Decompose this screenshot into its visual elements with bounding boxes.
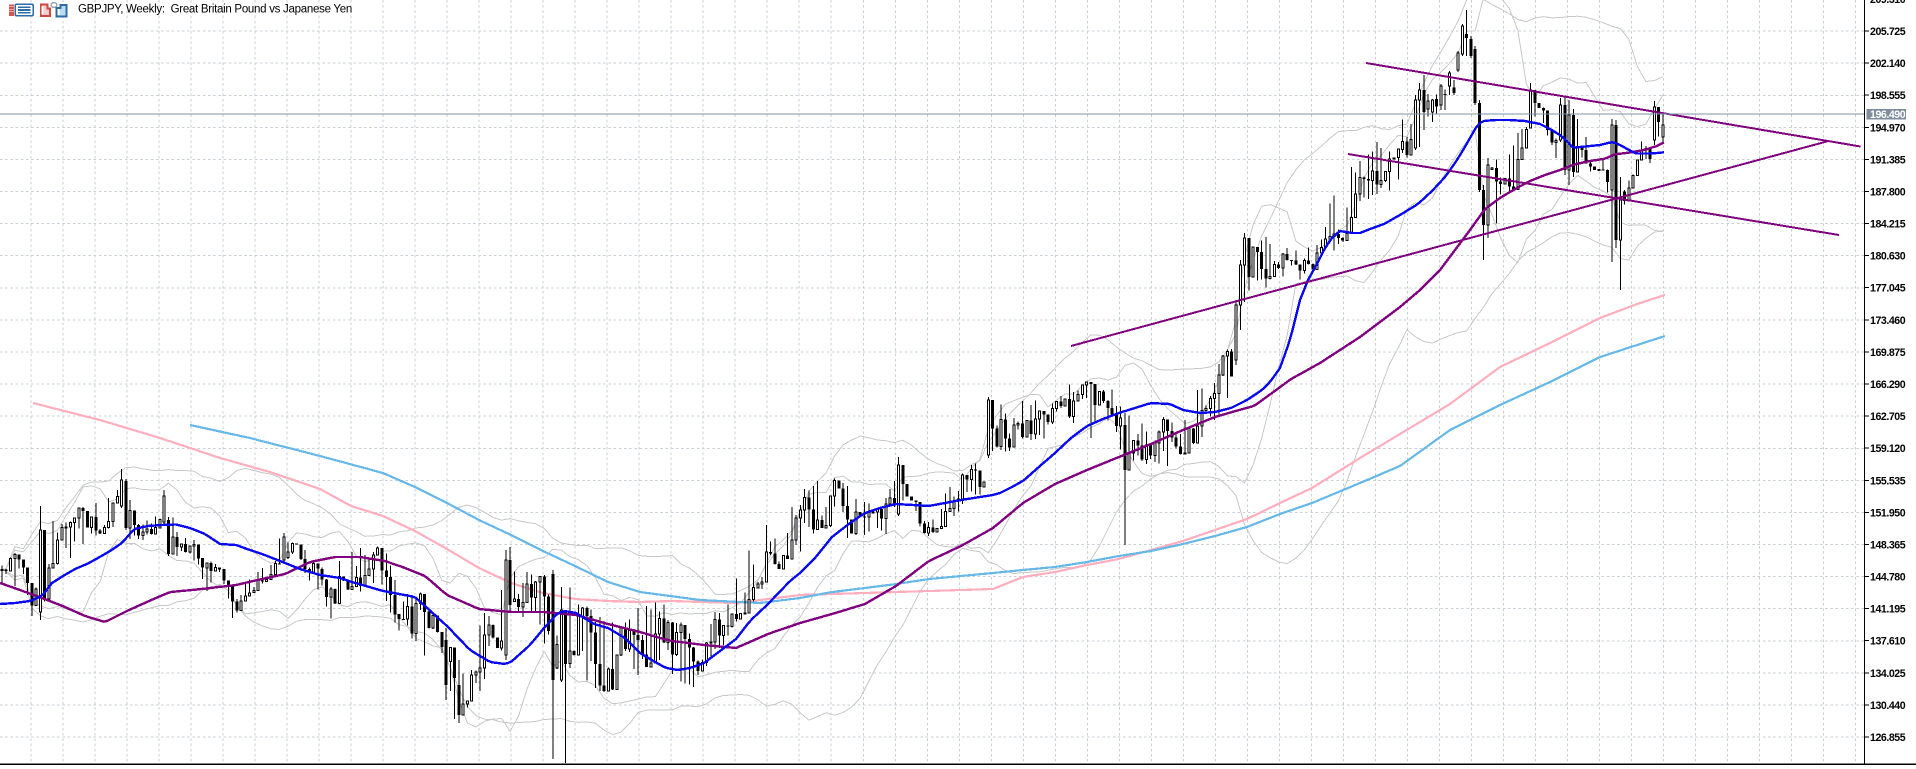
svg-text:187.800: 187.800 xyxy=(1870,187,1906,199)
svg-text:180.630: 180.630 xyxy=(1870,251,1906,263)
svg-text:177.045: 177.045 xyxy=(1870,283,1906,295)
svg-text:198.555: 198.555 xyxy=(1870,90,1906,102)
svg-text:126.855: 126.855 xyxy=(1870,732,1906,744)
svg-text:196.490: 196.490 xyxy=(1870,109,1906,121)
svg-text:169.875: 169.875 xyxy=(1870,347,1906,359)
svg-text:GBPJPY, Weekly: Great Britain: GBPJPY, Weekly: Great Britain Pound vs J… xyxy=(78,4,352,16)
svg-text:166.290: 166.290 xyxy=(1870,379,1906,391)
svg-text:159.120: 159.120 xyxy=(1870,443,1906,455)
svg-text:134.025: 134.025 xyxy=(1870,668,1906,680)
svg-text:148.365: 148.365 xyxy=(1870,540,1906,552)
svg-text:155.535: 155.535 xyxy=(1870,475,1906,487)
svg-text:144.780: 144.780 xyxy=(1870,572,1906,584)
svg-text:130.440: 130.440 xyxy=(1870,700,1906,712)
svg-text:209.310: 209.310 xyxy=(1870,0,1906,6)
svg-text:141.195: 141.195 xyxy=(1870,604,1906,616)
svg-text:151.950: 151.950 xyxy=(1870,507,1906,519)
svg-text:191.385: 191.385 xyxy=(1870,154,1906,166)
svg-text:202.140: 202.140 xyxy=(1870,58,1906,70)
svg-text:173.460: 173.460 xyxy=(1870,315,1906,327)
svg-text:137.610: 137.610 xyxy=(1870,636,1906,648)
svg-text:162.705: 162.705 xyxy=(1870,411,1906,423)
svg-text:184.215: 184.215 xyxy=(1870,219,1906,231)
svg-text:194.970: 194.970 xyxy=(1870,122,1906,134)
svg-text:205.725: 205.725 xyxy=(1870,26,1906,38)
